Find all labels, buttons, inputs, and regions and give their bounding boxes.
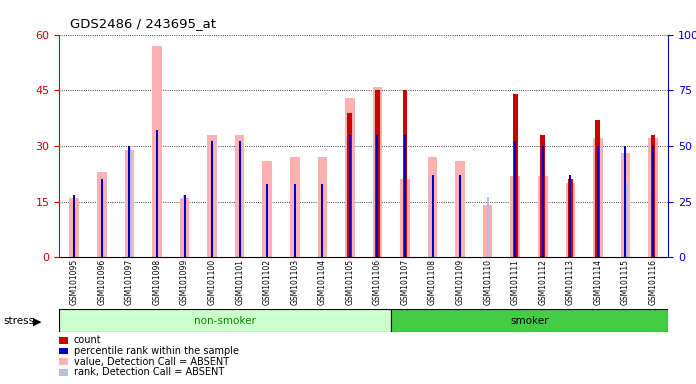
Bar [651,135,656,257]
Bar [455,161,465,257]
Bar [97,172,106,257]
Bar [483,205,493,257]
Bar [652,146,654,257]
Bar [294,184,296,257]
Bar [377,135,379,257]
Text: ▶: ▶ [33,316,41,326]
Text: percentile rank within the sample: percentile rank within the sample [74,346,239,356]
Bar [402,90,407,257]
Bar [459,175,461,257]
Bar [345,98,355,257]
Bar [101,179,103,257]
Bar [375,90,380,257]
Text: count: count [74,335,102,345]
Bar [129,146,130,257]
Bar [514,141,516,257]
Bar [652,146,654,257]
Text: non-smoker: non-smoker [194,316,256,326]
Bar [349,135,351,257]
Bar [235,135,244,257]
Bar [541,146,544,257]
Bar [184,195,186,257]
Bar [101,179,103,257]
Bar [207,135,217,257]
Bar [400,179,410,257]
Bar [566,183,575,257]
Bar [487,197,489,257]
Bar [349,135,351,257]
Bar [568,179,573,257]
Bar [432,175,434,257]
Bar [597,146,599,257]
Bar [128,146,131,257]
Bar [156,130,158,257]
Bar [593,139,603,257]
Bar [211,141,213,257]
Bar [510,175,520,257]
Text: value, Detection Call = ABSENT: value, Detection Call = ABSENT [74,357,229,367]
Bar [624,146,626,257]
Bar [624,184,626,257]
Bar [404,190,406,257]
Text: smoker: smoker [510,316,549,326]
Bar [621,153,631,257]
Text: rank, Detection Call = ABSENT: rank, Detection Call = ABSENT [74,367,224,377]
Bar [595,120,601,257]
Bar [73,195,75,257]
Bar [184,195,186,257]
Bar [540,135,545,257]
Bar [267,184,268,257]
Bar [156,130,158,257]
Bar [59,309,391,332]
Bar [317,157,327,257]
Bar [541,184,544,257]
Bar [294,184,296,257]
Bar [347,113,352,257]
Bar [211,141,213,257]
Bar [569,175,571,257]
Bar [377,135,379,257]
Bar [239,141,241,257]
Text: stress: stress [3,316,35,326]
Bar [322,184,324,257]
Bar [569,190,571,257]
Bar [428,157,437,257]
Bar [513,94,518,257]
Bar [538,175,548,257]
Bar [432,175,434,257]
Bar [648,139,658,257]
Bar [404,135,406,257]
Bar [262,161,272,257]
Bar [73,195,75,257]
Bar [596,141,599,257]
Bar [70,198,79,257]
Bar [239,141,241,257]
Bar [322,184,323,257]
Text: GDS2486 / 243695_at: GDS2486 / 243695_at [70,17,216,30]
Bar [514,184,516,257]
Bar [290,157,299,257]
Bar [266,184,269,257]
Bar [125,150,134,257]
Bar [372,86,382,257]
Bar [180,198,189,257]
Bar [391,309,668,332]
Bar [459,175,461,257]
Bar [152,46,161,257]
